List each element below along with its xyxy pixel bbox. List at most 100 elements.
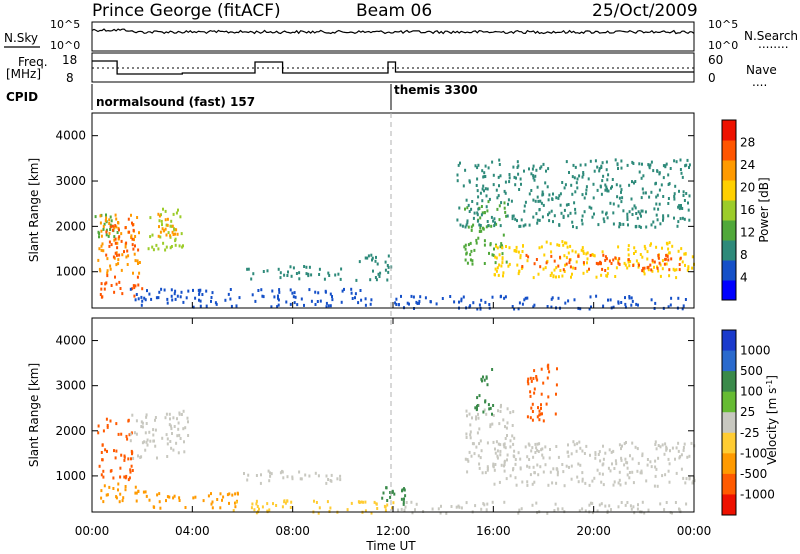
power-cell	[499, 224, 502, 228]
power-cell	[163, 288, 166, 292]
power-cell	[562, 243, 565, 247]
power-cell	[277, 267, 280, 271]
velocity-cell	[499, 405, 502, 409]
velocity-cell	[511, 424, 514, 427]
power-cell	[678, 207, 681, 211]
power-cell	[668, 241, 671, 245]
velocity-cell	[308, 474, 311, 478]
velocity-cell	[646, 458, 649, 461]
power-cell	[354, 292, 357, 296]
velocity-cell	[228, 492, 231, 496]
power-cell	[173, 292, 176, 296]
velocity-cell	[177, 427, 180, 431]
power-cell	[532, 276, 535, 280]
velocity-colorbar-tick: 500	[740, 364, 763, 378]
nsky-tick-high: 10^5	[50, 18, 80, 31]
velocity-cell	[618, 470, 621, 474]
velocity-cell	[110, 469, 113, 473]
power-cell	[384, 268, 387, 272]
power-cell	[229, 297, 232, 301]
power-cell	[635, 212, 638, 215]
velocity-cell	[362, 500, 365, 504]
power-cell	[497, 175, 500, 179]
power-cell	[456, 179, 459, 183]
velocity-cell	[513, 449, 516, 453]
power-colorbar-label: Power [dB]	[757, 177, 771, 242]
velocity-cell	[581, 479, 584, 483]
power-cell	[480, 213, 483, 217]
power-cell	[462, 184, 465, 188]
power-cell	[479, 226, 482, 230]
velocity-cell	[549, 470, 552, 474]
velocity-cell	[576, 442, 579, 446]
power-cell	[616, 163, 619, 167]
power-cell	[607, 189, 610, 193]
power-cell	[523, 209, 526, 213]
velocity-cell	[613, 480, 616, 484]
power-cell	[675, 268, 678, 272]
velocity-cell	[505, 477, 508, 481]
power-cell	[522, 244, 524, 248]
power-cell	[286, 274, 289, 277]
power-cell	[498, 204, 501, 208]
power-cell	[516, 166, 519, 169]
power-cell	[605, 257, 608, 261]
velocity-cell	[460, 506, 463, 510]
power-cell	[548, 219, 551, 223]
power-cell	[607, 266, 610, 270]
power-cell	[634, 180, 637, 183]
power-cell	[559, 255, 561, 259]
velocity-cell	[579, 446, 582, 450]
nave-label: Nave	[746, 63, 777, 77]
power-cell	[102, 225, 105, 228]
power-cell	[175, 228, 178, 232]
power-colorbar-swatch	[722, 280, 736, 301]
power-cell	[650, 298, 653, 302]
power-cell	[174, 239, 177, 243]
power-cell	[600, 261, 602, 265]
power-cell	[515, 245, 518, 249]
power-cell	[565, 203, 568, 207]
power-cell	[495, 244, 498, 248]
velocity-cell	[129, 432, 132, 436]
velocity-cell	[536, 415, 539, 419]
power-cell	[606, 189, 609, 193]
power-cell	[582, 261, 585, 265]
power-cell	[387, 270, 390, 274]
velocity-cell	[608, 504, 611, 508]
velocity-cell	[133, 431, 136, 435]
power-cell	[617, 204, 620, 208]
velocity-cell	[97, 424, 100, 428]
velocity-cell	[671, 446, 674, 450]
power-cell	[575, 260, 578, 264]
power-cell	[522, 224, 525, 228]
power-cell	[626, 212, 629, 216]
power-cell	[484, 300, 487, 304]
velocity-cell	[131, 451, 134, 455]
power-cell	[563, 254, 566, 258]
velocity-cell	[346, 508, 349, 512]
velocity-cell	[250, 506, 253, 510]
power-cell	[501, 244, 503, 248]
power-cell	[683, 199, 686, 202]
power-colorbar-tick: 28	[740, 136, 755, 150]
power-cell	[586, 257, 589, 261]
power-cell	[633, 246, 636, 250]
velocity-cell	[655, 447, 658, 451]
velocity-cell	[187, 420, 189, 424]
velocity-cell	[540, 367, 543, 371]
power-cell	[251, 293, 254, 297]
power-cell	[287, 270, 289, 274]
velocity-cell	[659, 445, 662, 449]
power-cell	[261, 294, 264, 298]
power-cell	[582, 251, 585, 255]
power-cell	[618, 257, 621, 261]
velocity-cell	[470, 454, 473, 458]
velocity-cell	[600, 480, 603, 484]
velocity-cell	[665, 448, 668, 452]
power-cell	[105, 230, 108, 234]
velocity-cell	[469, 430, 472, 434]
velocity-cell	[473, 452, 476, 456]
power-cell	[525, 253, 528, 257]
cpid-label: CPID	[6, 90, 38, 104]
